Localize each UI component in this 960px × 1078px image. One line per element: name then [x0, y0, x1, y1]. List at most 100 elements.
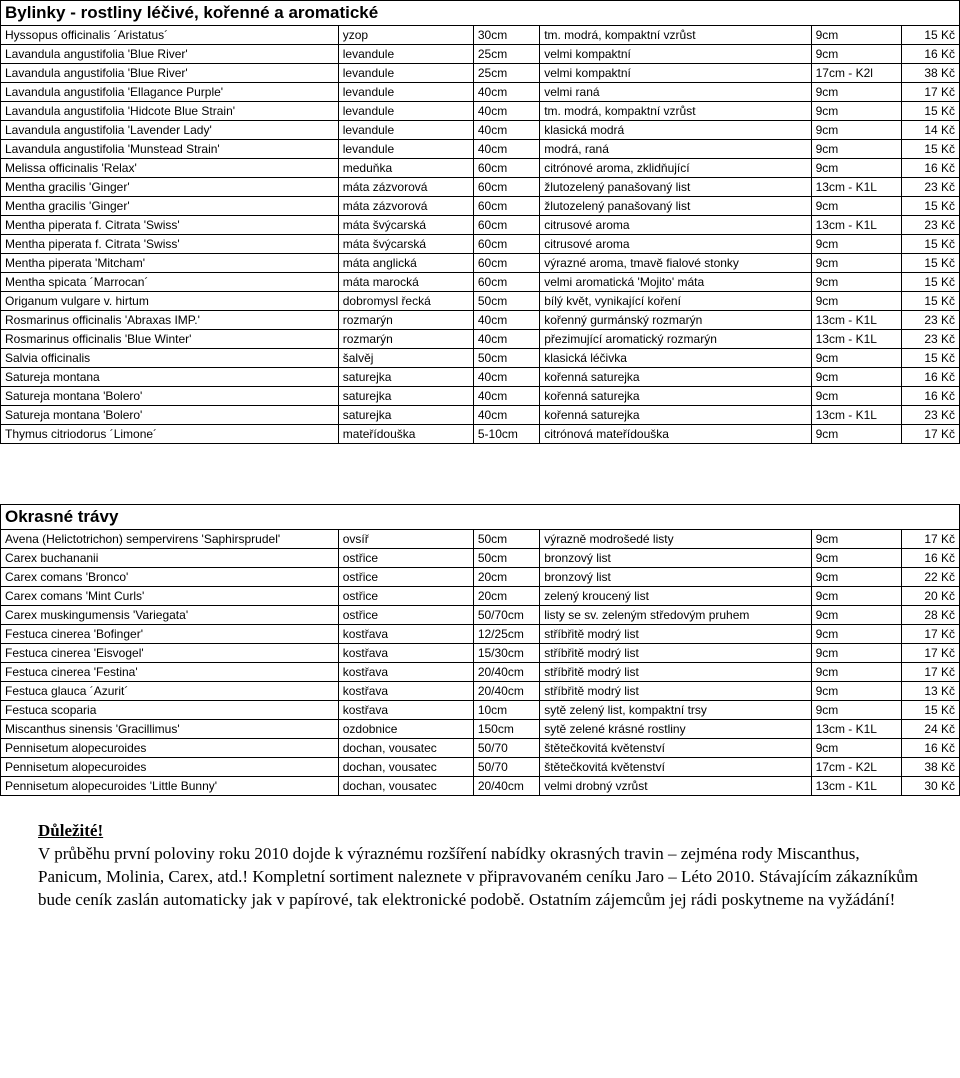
cell: Mentha spicata ´Marrocan´	[1, 273, 339, 292]
cell: kořenný gurmánský rozmarýn	[540, 311, 811, 330]
cell: zelený kroucený list	[540, 587, 811, 606]
cell: saturejka	[338, 368, 473, 387]
cell: 50/70	[473, 739, 539, 758]
cell: kostřava	[338, 682, 473, 701]
cell: 9cm	[811, 549, 901, 568]
cell: 14 Kč	[902, 121, 960, 140]
cell: 9cm	[811, 606, 901, 625]
table-row: Lavandula angustifolia 'Lavender Lady'le…	[1, 121, 960, 140]
cell: Rosmarinus officinalis 'Blue Winter'	[1, 330, 339, 349]
cell: 150cm	[473, 720, 539, 739]
cell: 9cm	[811, 682, 901, 701]
cell: kostřava	[338, 663, 473, 682]
cell: dochan, vousatec	[338, 758, 473, 777]
cell: 9cm	[811, 568, 901, 587]
cell: Carex comans 'Bronco'	[1, 568, 339, 587]
table-row: Satureja montana 'Bolero'saturejka40cmko…	[1, 406, 960, 425]
cell: 13cm - K1L	[811, 330, 901, 349]
table-row: Lavandula angustifolia 'Ellagance Purple…	[1, 83, 960, 102]
cell: ozdobnice	[338, 720, 473, 739]
cell: kostřava	[338, 701, 473, 720]
cell: šalvěj	[338, 349, 473, 368]
table-row: Lavandula angustifolia 'Munstead Strain'…	[1, 140, 960, 159]
cell: 15/30cm	[473, 644, 539, 663]
cell: 23 Kč	[902, 311, 960, 330]
cell: Mentha gracilis 'Ginger'	[1, 197, 339, 216]
cell: 16 Kč	[902, 549, 960, 568]
table-row: Festuca cinerea 'Eisvogel'kostřava15/30c…	[1, 644, 960, 663]
cell: Pennisetum alopecuroides	[1, 758, 339, 777]
cell: 13cm - K1L	[811, 178, 901, 197]
table-row: Lavandula angustifolia 'Blue River'levan…	[1, 64, 960, 83]
table-row: Satureja montanasaturejka40cmkořenná sat…	[1, 368, 960, 387]
cell: citrónová mateřídouška	[540, 425, 811, 444]
cell: Festuca cinerea 'Eisvogel'	[1, 644, 339, 663]
cell: tm. modrá, kompaktní vzrůst	[540, 26, 811, 45]
cell: 60cm	[473, 235, 539, 254]
cell: stříbřitě modrý list	[540, 625, 811, 644]
section-title: Okrasné trávy	[1, 505, 960, 530]
cell: 60cm	[473, 216, 539, 235]
cell: saturejka	[338, 387, 473, 406]
section-title-row: Okrasné trávy	[1, 505, 960, 530]
cell: 23 Kč	[902, 330, 960, 349]
cell: dobromysl řecká	[338, 292, 473, 311]
cell: Carex buchananii	[1, 549, 339, 568]
table-row: Rosmarinus officinalis 'Blue Winter'rozm…	[1, 330, 960, 349]
table-row: Mentha spicata ´Marrocan´máta marocká60c…	[1, 273, 960, 292]
cell: Satureja montana	[1, 368, 339, 387]
cell: výrazné aroma, tmavě fialové stonky	[540, 254, 811, 273]
cell: 17 Kč	[902, 625, 960, 644]
cell: 9cm	[811, 739, 901, 758]
table-row: Mentha piperata f. Citrata 'Swiss'máta š…	[1, 216, 960, 235]
cell: 9cm	[811, 663, 901, 682]
cell: sytě zelený list, kompaktní trsy	[540, 701, 811, 720]
cell: Mentha piperata 'Mitcham'	[1, 254, 339, 273]
cell: ostřice	[338, 549, 473, 568]
cell: ostřice	[338, 587, 473, 606]
cell: 40cm	[473, 121, 539, 140]
cell: 23 Kč	[902, 216, 960, 235]
cell: 17cm - K2l	[811, 64, 901, 83]
cell: levandule	[338, 45, 473, 64]
cell: 23 Kč	[902, 178, 960, 197]
cell: 9cm	[811, 292, 901, 311]
cell: 50/70cm	[473, 606, 539, 625]
cell: Pennisetum alopecuroides 'Little Bunny'	[1, 777, 339, 796]
table-row: Hyssopus officinalis ´Aristatus´yzop30cm…	[1, 26, 960, 45]
cell: 28 Kč	[902, 606, 960, 625]
cell: velmi raná	[540, 83, 811, 102]
cell: 9cm	[811, 349, 901, 368]
cell: 15 Kč	[902, 292, 960, 311]
cell: 9cm	[811, 45, 901, 64]
cell: máta zázvorová	[338, 178, 473, 197]
cell: Rosmarinus officinalis 'Abraxas IMP.'	[1, 311, 339, 330]
cell: stříbřitě modrý list	[540, 682, 811, 701]
cell: bílý květ, vynikající koření	[540, 292, 811, 311]
cell: 15 Kč	[902, 26, 960, 45]
table-row: Thymus citriodorus ´Limone´mateřídouška5…	[1, 425, 960, 444]
cell: dochan, vousatec	[338, 739, 473, 758]
cell: 9cm	[811, 26, 901, 45]
table-row: Pennisetum alopecuroidesdochan, vousatec…	[1, 739, 960, 758]
cell: tm. modrá, kompaktní vzrůst	[540, 102, 811, 121]
cell: máta švýcarská	[338, 235, 473, 254]
cell: Festuca cinerea 'Bofinger'	[1, 625, 339, 644]
cell: Thymus citriodorus ´Limone´	[1, 425, 339, 444]
cell: Mentha piperata f. Citrata 'Swiss'	[1, 216, 339, 235]
table-row: Festuca glauca ´Azurit´kostřava20/40cmst…	[1, 682, 960, 701]
cell: citrónové aroma, zklidňující	[540, 159, 811, 178]
cell: levandule	[338, 64, 473, 83]
table-row: Festuca scopariakostřava10cmsytě zelený …	[1, 701, 960, 720]
cell: 40cm	[473, 311, 539, 330]
table-row: Carex comans 'Bronco'ostřice20cmbronzový…	[1, 568, 960, 587]
data-table: Okrasné trávyAvena (Helictotrichon) semp…	[0, 504, 960, 796]
cell: listy se sv. zeleným středovým pruhem	[540, 606, 811, 625]
cell: 50cm	[473, 292, 539, 311]
cell: Hyssopus officinalis ´Aristatus´	[1, 26, 339, 45]
cell: 50cm	[473, 549, 539, 568]
cell: 50cm	[473, 530, 539, 549]
cell: Lavandula angustifolia 'Blue River'	[1, 64, 339, 83]
cell: 15 Kč	[902, 197, 960, 216]
cell: ostřice	[338, 606, 473, 625]
